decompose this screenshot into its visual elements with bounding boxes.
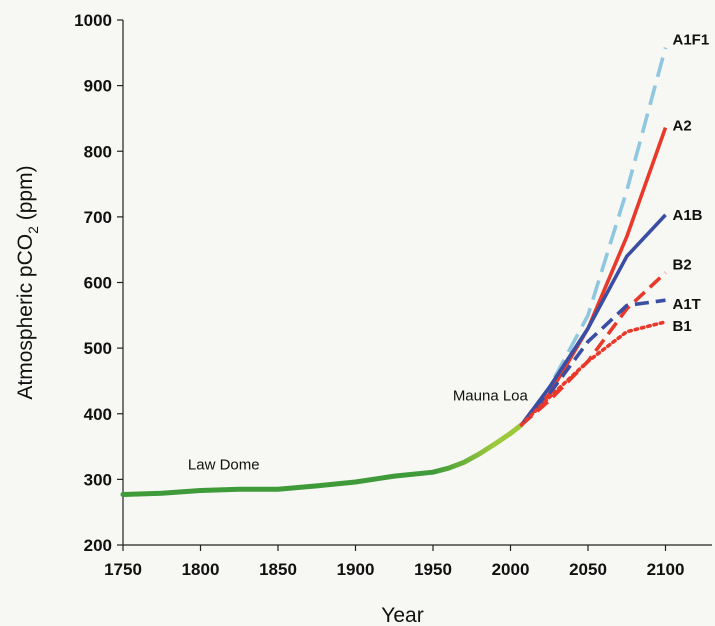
series-labels: A1F1 A2 A1B B2 A1T B1: [673, 32, 710, 335]
x-tick-label: 1950: [414, 560, 452, 579]
series-label-a1b: A1B: [673, 207, 703, 224]
y-tick-label: 400: [84, 405, 112, 424]
y-tick-label: 700: [84, 208, 112, 227]
annotations: Law Dome Mauna Loa: [188, 388, 529, 474]
historical-co2-line: [120, 422, 524, 497]
y-tick-label: 1000: [74, 11, 112, 30]
series-lines: [120, 47, 668, 497]
y-tick-label: 500: [84, 339, 112, 358]
axes: 200 300 400 500 600 700 800 900 1000 1750 1800 185…: [74, 11, 712, 579]
series-line-a1b: [519, 213, 667, 426]
x-tick-label: 2100: [647, 560, 685, 579]
x-tick-label: 1850: [259, 560, 297, 579]
series-line-a2: [520, 126, 668, 427]
annotation-label: Law Dome: [188, 457, 260, 474]
annotation-label: Mauna Loa: [453, 388, 529, 405]
series-label-a1f1: A1F1: [673, 32, 710, 49]
x-tick-label: 2000: [492, 560, 530, 579]
y-ticks: 200 300 400 500 600 700 800 900 1000: [74, 11, 123, 555]
x-tick-label: 1800: [182, 560, 220, 579]
x-ticks: 1750 1800 1850 1900 1950 2000 2050 2100: [104, 545, 684, 579]
x-tick-label: 1750: [104, 560, 142, 579]
series-label-a2: A2: [673, 118, 692, 135]
x-tick-label: 2050: [569, 560, 607, 579]
series-label-b2: B2: [673, 257, 692, 274]
series-line-b1: [519, 320, 668, 427]
y-tick-label: 600: [84, 274, 112, 293]
series-label-b1: B1: [673, 318, 692, 335]
x-tick-label: 1900: [337, 560, 375, 579]
y-tick-label: 800: [84, 142, 112, 161]
y-axis-title-tail: (ppm): [14, 165, 37, 226]
y-axis-title-main: Atmospheric pCO: [14, 234, 37, 400]
y-axis-title: Atmospheric pCO2 (ppm): [14, 165, 41, 399]
series-label-a1t: A1T: [673, 296, 701, 313]
y-axis-title-subscript: 2: [25, 226, 41, 234]
x-axis-title: Year: [381, 604, 423, 626]
y-tick-label: 300: [84, 470, 112, 489]
y-tick-label: 900: [84, 77, 112, 96]
y-tick-label: 200: [84, 536, 112, 555]
